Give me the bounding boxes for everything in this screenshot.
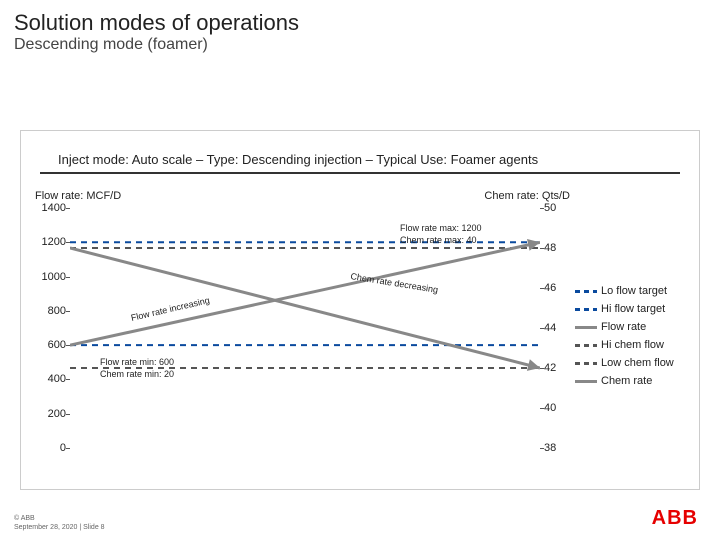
footer-copyright: © ABB <box>14 515 105 523</box>
inject-mode-text: Inject mode: Auto scale – Type: Descendi… <box>58 152 538 167</box>
ytick-left: 200 <box>34 408 66 420</box>
legend-item: Chem rate <box>575 372 674 390</box>
ytick-left: 400 <box>34 373 66 385</box>
ann-chem-min: Chem rate min: 20 <box>100 369 174 379</box>
legend-swatch <box>575 344 597 347</box>
ytick-right: 48 <box>544 242 570 254</box>
legend-item: Hi chem flow <box>575 336 674 354</box>
legend-item: Hi flow target <box>575 300 674 318</box>
ytick-left: 600 <box>34 339 66 351</box>
ann-flow-min: Flow rate min: 600 <box>100 357 174 367</box>
ytick-right: 40 <box>544 402 570 414</box>
legend-swatch <box>575 380 597 383</box>
ytick-left: 0 <box>34 442 66 454</box>
divider <box>40 172 680 174</box>
ytick-right: 44 <box>544 322 570 334</box>
legend-swatch <box>575 308 597 311</box>
right-axis-label: Chem rate: Qts/D <box>484 190 570 202</box>
footer-date: September 28, 2020 | Slide 8 <box>14 524 105 532</box>
legend-swatch <box>575 326 597 329</box>
ytick-left: 1200 <box>34 236 66 248</box>
ytick-right: 42 <box>544 362 570 374</box>
abb-logo: ABB <box>652 507 698 530</box>
legend-item: Flow rate <box>575 318 674 336</box>
ytick-right: 50 <box>544 202 570 214</box>
ytick-left: 800 <box>34 305 66 317</box>
ytick-left: 1400 <box>34 202 66 214</box>
legend: Lo flow target Hi flow target Flow rate Hi … <box>575 282 674 390</box>
legend-label: Low chem flow <box>601 357 674 369</box>
page-subtitle: Descending mode (foamer) <box>0 36 720 62</box>
chart-area: 020040060080010001200140038404244464850F… <box>70 208 540 448</box>
ann-flow-max: Flow rate max: 1200 <box>400 223 482 233</box>
legend-item: Lo flow target <box>575 282 674 300</box>
ann-chem-max: Chem rate max: 40 <box>400 235 477 245</box>
legend-swatch <box>575 290 597 293</box>
legend-swatch <box>575 362 597 365</box>
left-axis-label: Flow rate: MCF/D <box>35 190 121 202</box>
ytick-right: 38 <box>544 442 570 454</box>
legend-label: Lo flow target <box>601 285 667 297</box>
ytick-right: 46 <box>544 282 570 294</box>
ytick-left: 1000 <box>34 271 66 283</box>
legend-label: Chem rate <box>601 375 652 387</box>
legend-label: Flow rate <box>601 321 646 333</box>
legend-item: Low chem flow <box>575 354 674 372</box>
legend-label: Hi flow target <box>601 303 665 315</box>
footer: © ABB September 28, 2020 | Slide 8 <box>14 515 105 532</box>
page-title: Solution modes of operations <box>0 0 720 36</box>
legend-label: Hi chem flow <box>601 339 664 351</box>
